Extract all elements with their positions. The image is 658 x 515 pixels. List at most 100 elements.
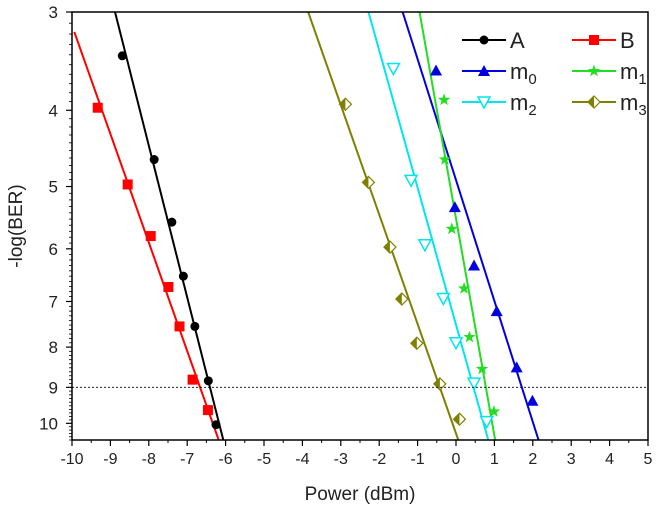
data-points	[92, 51, 539, 430]
x-tick-label: -10	[60, 451, 83, 468]
series-m0-point	[430, 64, 443, 76]
series-m1-point	[487, 405, 501, 417]
legend-label-subscript: 3	[638, 102, 646, 119]
series-b-point	[202, 405, 213, 416]
series-m0-point	[526, 394, 539, 406]
series-a-point	[117, 51, 127, 61]
series-m3-point-fill	[410, 337, 417, 350]
series-m2-point	[386, 62, 401, 77]
legend-label-text: m	[620, 90, 638, 115]
y-tick-label: 3	[49, 3, 58, 22]
series-m2-point	[403, 174, 419, 188]
y-tick-label: 7	[49, 292, 58, 311]
series-m1-point	[437, 93, 451, 106]
legend-m0-marker	[478, 65, 490, 76]
series-m1-point	[475, 362, 489, 375]
series-m2-point	[417, 239, 433, 253]
legend-m2-label: m2	[510, 90, 537, 119]
legend-b-marker	[589, 35, 599, 45]
series-m3-point-fill	[339, 98, 346, 111]
legend-label-subscript: 0	[528, 71, 536, 88]
series-m0-point	[448, 201, 461, 213]
legend-label-text: A	[510, 28, 525, 53]
series-m3-point-fill	[433, 377, 440, 390]
x-tick-label: -3	[334, 451, 348, 468]
legend-label-text: m	[510, 59, 528, 84]
series-b-point	[145, 231, 156, 242]
x-tick-label: -2	[372, 451, 386, 468]
series-m2-point	[479, 415, 494, 430]
series-b-point	[122, 179, 133, 190]
x-tick-label: -6	[218, 451, 232, 468]
x-tick-label: 1	[490, 451, 499, 468]
x-axis-title: Power (dBm)	[305, 484, 416, 505]
legend-label-text: m	[620, 59, 638, 84]
legend-label-subscript: 1	[638, 71, 646, 88]
series-m3-fit-line	[307, 12, 460, 440]
legend-m3-marker-fill	[588, 96, 594, 108]
series-m2-fit-line	[367, 12, 490, 440]
x-tick-label: -7	[180, 451, 194, 468]
series-m0-point	[510, 361, 523, 373]
series-a-point	[149, 155, 159, 165]
legend-a-label: A	[510, 28, 525, 53]
series-m1-point	[463, 330, 476, 343]
series-a-point	[211, 420, 221, 430]
y-tick-label: 6	[49, 240, 58, 259]
series-m1-point	[457, 282, 471, 294]
series-m1-point	[445, 222, 458, 235]
series-a-point	[167, 217, 177, 227]
x-tick-label: 2	[528, 451, 537, 468]
x-tick-label: -5	[257, 451, 271, 468]
x-tick-label: 3	[567, 451, 576, 468]
series-m2-point	[436, 292, 451, 307]
legend-m3-label: m3	[620, 90, 647, 119]
x-tick-label: 4	[605, 451, 614, 468]
legend-b-label: B	[620, 28, 635, 53]
legend-m1-marker	[587, 64, 601, 77]
series-a-point	[203, 376, 213, 386]
legend-m2-marker	[476, 96, 492, 110]
series-a-fit-line	[114, 12, 225, 440]
series-b-point	[174, 321, 185, 332]
plot-frame	[71, 11, 649, 441]
x-tick-label: -9	[103, 451, 117, 468]
series-m0-point	[490, 305, 503, 317]
series-m3-point-fill	[395, 293, 402, 306]
series-m0-point	[468, 259, 481, 271]
y-tick-label: 8	[49, 338, 58, 357]
series-m3-point-fill	[383, 241, 390, 254]
y-axis-title: -log(BER)	[6, 184, 27, 267]
legend-label-text: B	[620, 28, 635, 53]
x-tick-label: 5	[644, 451, 653, 468]
y-tick-label: 5	[49, 178, 58, 197]
x-tick-label: -4	[295, 451, 309, 468]
series-m3-point-fill	[362, 176, 369, 189]
legend-m1-label: m1	[620, 59, 647, 88]
legend-m0-label: m0	[510, 59, 537, 88]
legend-label-subscript: 2	[528, 102, 536, 119]
legend-label-text: m	[510, 90, 528, 115]
x-tick-label: 0	[452, 451, 461, 468]
y-tick-label: 9	[49, 378, 58, 397]
series-m2-point	[466, 377, 482, 391]
fit-lines	[73, 12, 540, 440]
series-m1-point	[438, 153, 451, 165]
y-tick-label: 10	[39, 414, 58, 433]
x-tick-label: -8	[142, 451, 156, 468]
series-a-point	[190, 321, 200, 331]
x-tick-label: -1	[410, 451, 424, 468]
series-b-point	[187, 374, 198, 385]
series-b-point	[92, 102, 103, 113]
series-b-point	[163, 282, 174, 293]
y-tick-label: 4	[49, 101, 58, 120]
series-m3-point-fill	[453, 413, 460, 426]
legend-a-marker	[479, 35, 489, 45]
series-m2-point	[448, 337, 464, 351]
series-a-point	[178, 271, 188, 281]
series-m1-fit-line	[418, 12, 497, 440]
